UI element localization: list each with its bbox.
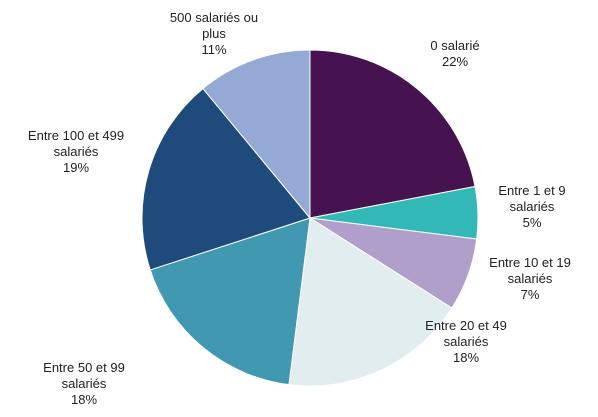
category-label: Entre 10 et 19 salariés <box>489 255 571 286</box>
pie-slice <box>288 217 453 387</box>
slice-label: 0 salarié 22% <box>405 38 505 70</box>
pie-slice <box>202 49 311 220</box>
pie-slice <box>149 217 311 386</box>
value-label: 18% <box>70 392 98 407</box>
slice-label: Entre 10 et 19 salariés 7% <box>480 255 580 303</box>
category-label: Entre 100 et 499 salariés <box>27 128 125 159</box>
slice-label: Entre 100 et 499 salariés 19% <box>16 128 136 176</box>
value-label: 19% <box>62 160 90 175</box>
value-label: 11% <box>201 42 227 57</box>
value-label: 22% <box>441 54 469 69</box>
category-label: Entre 1 et 9 salariés <box>498 183 566 214</box>
category-label: 500 salariés ou plus <box>169 10 259 41</box>
slice-label: 500 salariés ou plus 11% <box>157 10 272 58</box>
category-label: Entre 20 et 49 salariés <box>425 318 507 349</box>
slice-label: Entre 50 et 99 salariés 18% <box>34 360 134 408</box>
slice-label: Entre 1 et 9 salariés 5% <box>492 183 572 231</box>
category-label: 0 salarié <box>430 38 480 53</box>
slice-label: Entre 20 et 49 salariés 18% <box>416 318 516 366</box>
pie-slice <box>141 87 311 271</box>
pie-slice <box>309 49 476 219</box>
category-label: Entre 50 et 99 salariés <box>43 360 125 391</box>
value-label: 5% <box>522 215 542 230</box>
value-label: 7% <box>520 287 540 302</box>
value-label: 18% <box>452 350 480 365</box>
